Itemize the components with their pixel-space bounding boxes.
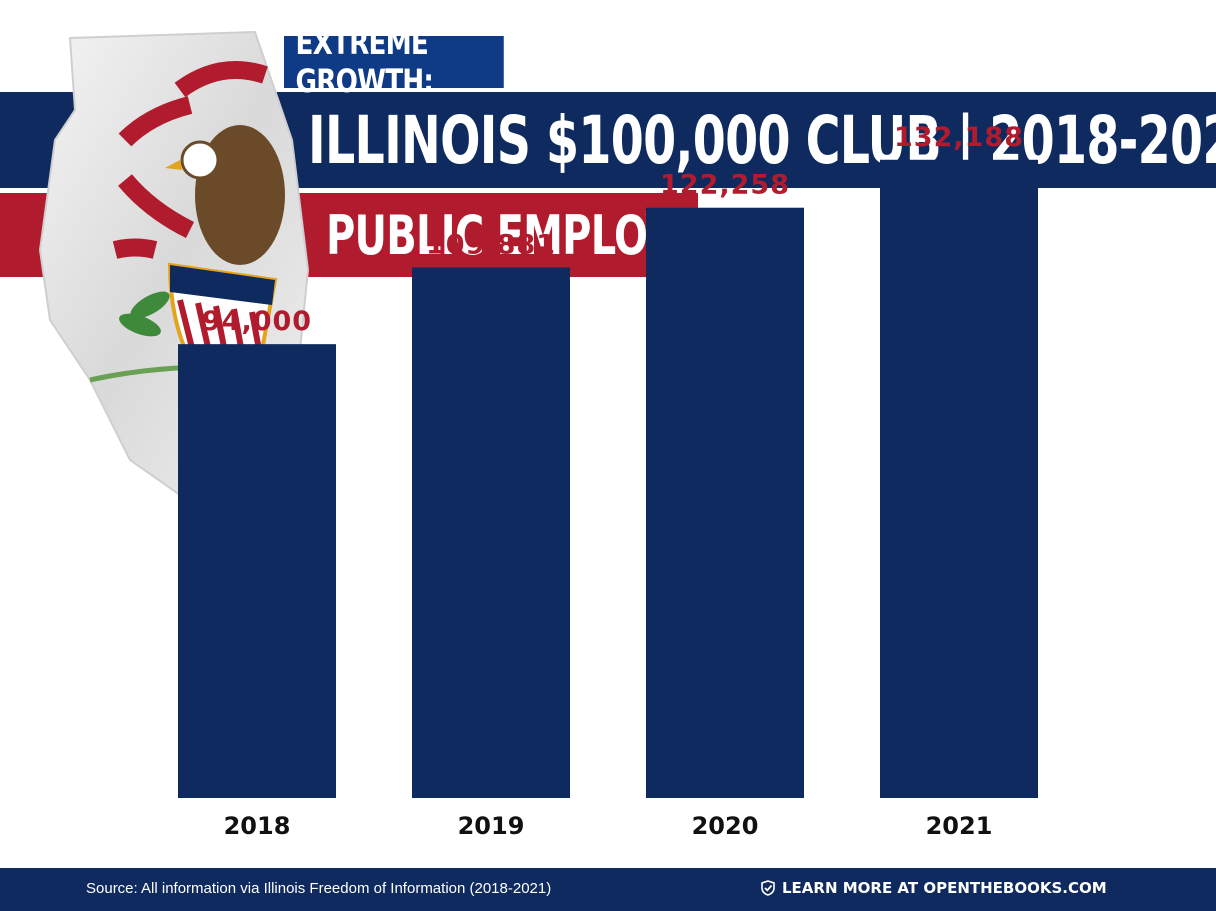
data-label-2019: 109,881	[426, 229, 556, 260]
x-tick-2019: 2019	[458, 812, 525, 840]
x-tick-2021: 2021	[926, 812, 993, 840]
x-tick-2020: 2020	[692, 812, 759, 840]
data-label-2020: 122,258	[660, 170, 790, 201]
x-tick-2018: 2018	[224, 812, 291, 840]
learn-more-label: LEARN MORE AT OPENTHEBOOKS.COM	[782, 879, 1107, 897]
check-shield-icon	[761, 880, 775, 896]
bar-2021	[880, 159, 1038, 798]
source-note: Source: All information via Illinois Fre…	[86, 880, 552, 897]
bar-2020	[646, 207, 804, 798]
footer-bar	[0, 868, 1216, 911]
learn-more-link[interactable]: LEARN MORE AT OPENTHEBOOKS.COM	[760, 879, 1107, 897]
bar-2019	[412, 267, 570, 799]
illinois-state-seal-icon	[38, 30, 310, 497]
page-title: ILLINOIS $100,000 CLUB | 2018-2021	[308, 102, 1216, 179]
bar-2018	[178, 344, 336, 798]
data-label-2018: 94,000	[202, 306, 312, 337]
data-label-2021: 132,188	[894, 122, 1024, 153]
